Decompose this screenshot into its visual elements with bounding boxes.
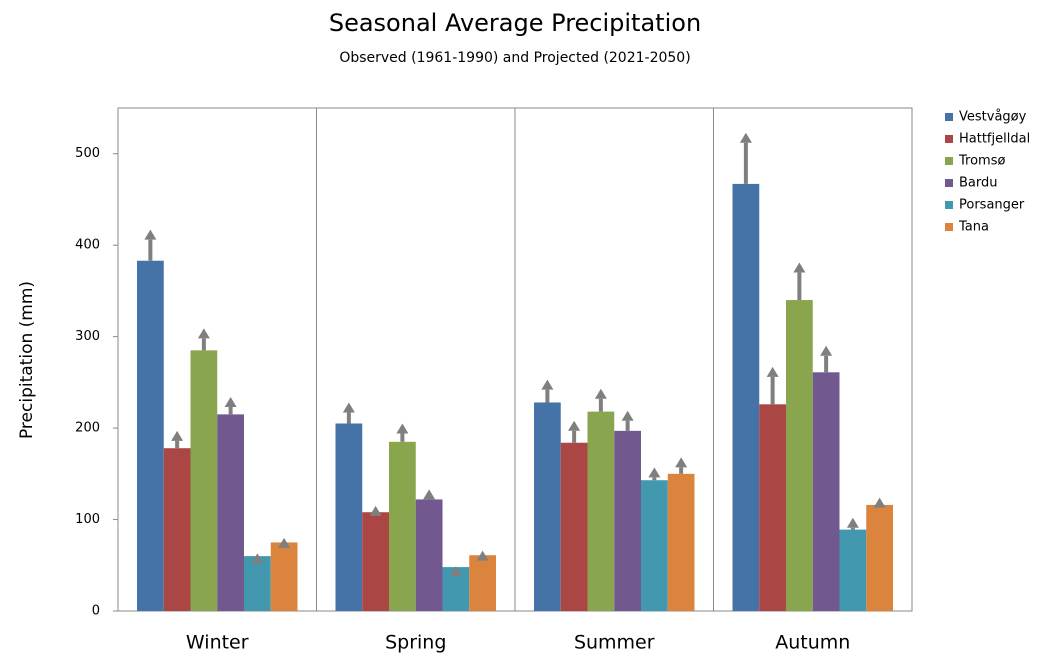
bar [190,350,218,611]
bar [270,542,298,611]
legend-label: Porsanger [959,198,1025,213]
bar [217,414,244,611]
bar [732,183,760,611]
legend-label: Hattfjelldal [959,132,1030,147]
bar [667,473,695,611]
bar [335,423,363,611]
bar [641,480,668,611]
projection-arrow [568,420,581,443]
bar [137,260,164,611]
bar [587,411,615,611]
bar [244,556,271,611]
legend-label: Vestvågøy [959,110,1027,125]
x-tick-label: Spring [385,632,446,654]
bar [759,404,786,611]
projection-arrow [278,537,291,548]
projection-arrow [541,379,554,403]
legend-swatch [945,113,953,121]
projection-arrow [423,489,436,500]
y-tick-label: 500 [75,146,100,161]
projection-arrow [171,430,184,449]
projection-arrow [144,229,157,261]
y-tick-label: 100 [75,512,100,527]
bar [534,402,561,611]
legend-label: Tromsø [958,154,1005,169]
projection-arrow [342,402,355,424]
bar [614,430,641,611]
projection-arrow [197,328,210,351]
projection-arrow [648,467,661,481]
projection-arrow [224,396,237,415]
projection-arrow [820,345,833,373]
projection-arrow [396,423,409,442]
chart-title: Seasonal Average Precipitation [329,9,701,37]
legend-swatch [945,223,953,231]
bar [560,442,588,611]
bar [389,441,416,611]
y-tick-label: 200 [75,421,100,436]
bar [812,372,840,611]
bar [362,512,389,611]
projection-arrow [369,505,382,516]
projection-arrow [621,410,634,431]
bar [786,300,813,611]
chart-subtitle: Observed (1961-1990) and Projected (2021… [339,50,690,66]
legend-label: Tana [958,220,989,235]
bar [866,504,893,611]
bar [839,529,867,611]
x-tick-label: Summer [574,632,655,654]
y-tick-label: 300 [75,329,100,344]
projection-arrow [846,517,859,530]
projection-arrow [873,497,886,508]
projection-arrow [793,262,806,301]
projection-arrow [594,388,607,412]
legend-swatch [945,135,953,143]
legend-swatch [945,179,953,187]
projection-arrow [766,366,779,405]
projection-arrow [476,550,489,561]
projection-arrow [739,132,752,184]
bar [415,499,443,611]
x-tick-label: Autumn [775,632,850,654]
legend-label: Bardu [959,176,998,191]
projection-arrow [675,457,688,474]
x-tick-label: Winter [186,632,249,654]
legend-swatch [945,157,953,165]
projection-arrow [251,553,264,564]
y-axis-label: Precipitation (mm) [17,281,37,439]
y-tick-label: 0 [92,604,100,619]
legend-swatch [945,201,953,209]
bar [163,448,191,611]
y-tick-label: 400 [75,238,100,253]
bar [469,555,496,611]
projection-arrow [449,566,462,577]
